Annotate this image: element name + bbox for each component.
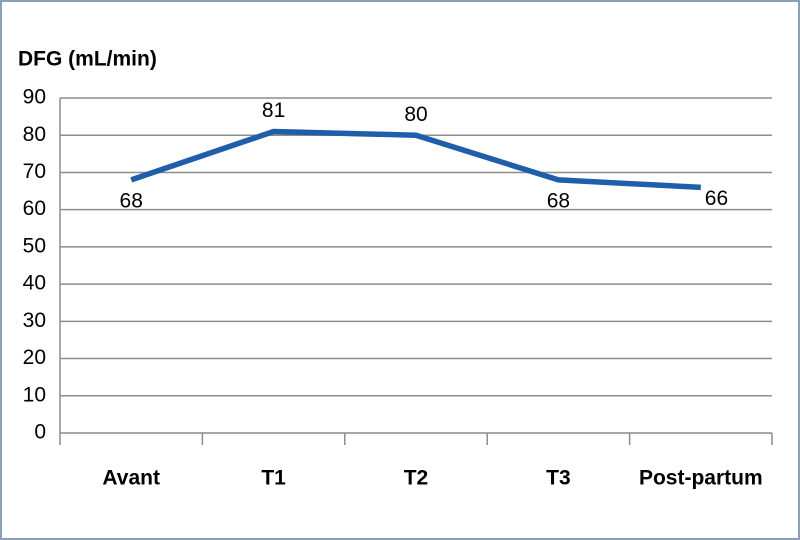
data-label: 68 [547, 189, 570, 212]
data-label: 68 [120, 189, 143, 212]
y-tick-label: 0 [34, 421, 46, 444]
y-axis-title: DFG (mL/min) [18, 48, 157, 71]
x-tick-label: T3 [546, 467, 571, 490]
y-tick-label: 90 [23, 86, 46, 109]
x-tick-label: T2 [404, 467, 429, 490]
y-tick-label: 70 [23, 160, 46, 183]
x-tick-label: Avant [102, 467, 160, 490]
data-label: 80 [404, 103, 427, 126]
y-tick-label: 80 [23, 123, 46, 146]
data-label: 66 [705, 187, 728, 210]
data-line [130, 128, 701, 191]
y-tick-label: 50 [23, 234, 46, 257]
x-tick-label: Post-partum [639, 467, 763, 490]
y-tick-label: 20 [23, 346, 46, 369]
y-tick-label: 30 [23, 309, 46, 332]
y-tick-label: 40 [23, 272, 46, 295]
y-tick-label: 60 [23, 197, 46, 220]
x-tick-label: T1 [261, 467, 286, 490]
y-tick-label: 10 [23, 383, 46, 406]
data-label: 81 [262, 99, 285, 122]
